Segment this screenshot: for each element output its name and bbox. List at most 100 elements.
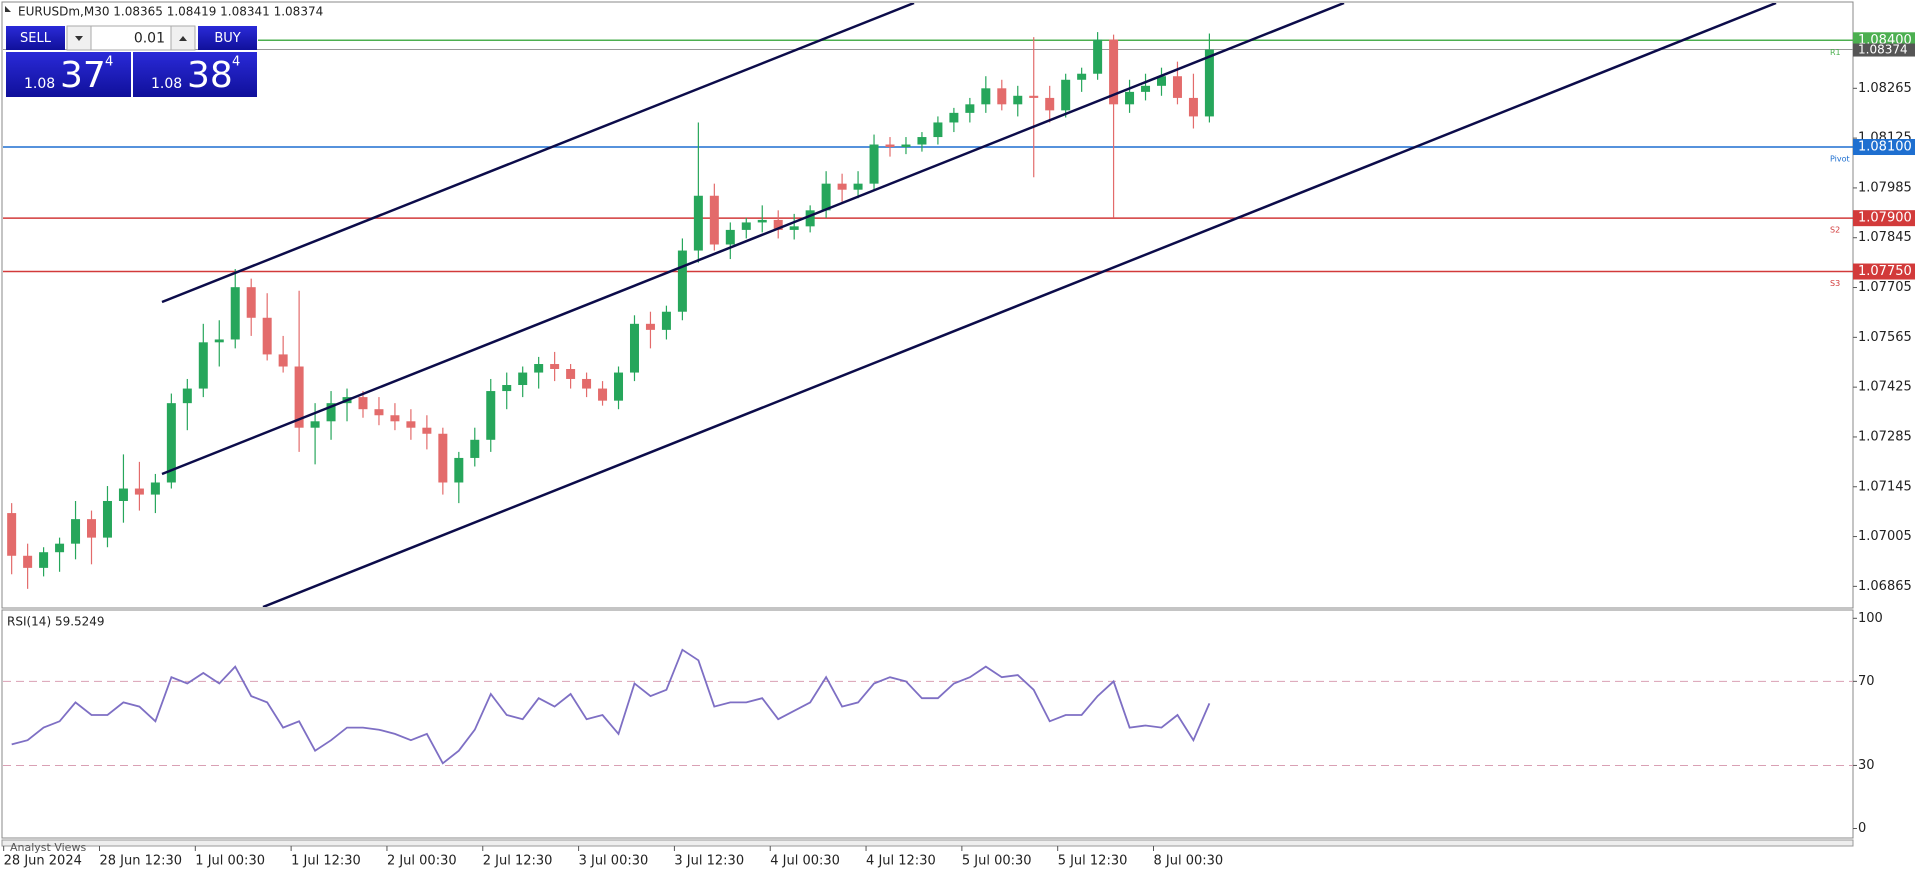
y-tick-label: 1.07285 — [1858, 429, 1912, 444]
candle-body — [965, 104, 975, 113]
candle-body — [566, 369, 576, 379]
candle-body — [629, 323, 639, 373]
level-name: S3 — [1830, 279, 1840, 288]
candle-body — [326, 403, 336, 422]
current-price-box — [1853, 43, 1915, 57]
x-tick-label: 3 Jul 12:30 — [674, 854, 744, 869]
candle-body — [278, 354, 288, 367]
x-tick-label: 1 Jul 00:30 — [195, 854, 265, 869]
rsi-tick-label: 70 — [1858, 674, 1875, 689]
trade-panel: SELL 0.01 BUY 1.08 37 4 1.08 38 4 — [6, 25, 257, 97]
candle-body — [294, 366, 304, 428]
x-tick-label: 2 Jul 12:30 — [483, 854, 553, 869]
candle-body — [645, 323, 655, 330]
level-name: Pivot — [1830, 155, 1850, 164]
candle-body — [454, 457, 464, 483]
channel-middle — [161, 3, 1345, 476]
candle-body — [470, 439, 480, 458]
channel-lower — [262, 3, 1777, 607]
candle-body — [246, 287, 256, 318]
rsi-title: RSI(14) 59.5249 — [7, 615, 105, 629]
candle-body — [677, 250, 687, 312]
x-tick-label: 4 Jul 00:30 — [770, 854, 840, 869]
x-tick-label: 8 Jul 00:30 — [1154, 854, 1224, 869]
candle-body — [262, 317, 272, 355]
x-tick-label: 4 Jul 12:30 — [866, 854, 936, 869]
bid-big: 1.08 — [24, 76, 55, 92]
y-tick-label: 1.06865 — [1858, 579, 1912, 594]
candle-body — [598, 388, 608, 401]
analyst-tab[interactable]: Analyst Views — [10, 841, 86, 854]
candle-body — [709, 195, 719, 245]
candle-body — [118, 488, 128, 501]
candle-body — [214, 339, 224, 343]
level-label: 1.07750 — [1858, 264, 1912, 279]
rsi-tick-label: 0 — [1858, 821, 1866, 836]
candle-body — [1061, 79, 1071, 111]
candle-body — [102, 500, 112, 538]
lot-value: 0.01 — [134, 31, 165, 47]
candle-body — [310, 421, 320, 428]
candle-body — [821, 183, 831, 211]
level-label: 1.08100 — [1858, 140, 1912, 155]
candle-body — [1125, 91, 1135, 105]
candle-body — [837, 183, 847, 190]
y-tick-label: 1.07425 — [1858, 380, 1912, 395]
bid-box[interactable] — [6, 52, 131, 97]
candle-body — [374, 409, 384, 416]
candle-body — [39, 552, 49, 568]
candle-body — [1204, 49, 1214, 117]
candle-body — [1045, 97, 1055, 111]
rsi-tick-label: 30 — [1858, 758, 1875, 773]
rsi-panel-frame — [1, 609, 1854, 839]
x-tick-label: 5 Jul 00:30 — [962, 854, 1032, 869]
candle-body — [438, 433, 448, 483]
scroll-bar — [1, 839, 1854, 847]
candle-body — [1141, 85, 1151, 92]
candle-body — [933, 122, 943, 138]
ask-box[interactable] — [133, 52, 257, 97]
symbol-icon — [5, 6, 11, 12]
candle-body — [55, 543, 65, 553]
candle-body — [7, 513, 17, 556]
candle-body — [789, 226, 799, 230]
level-label-box — [1853, 210, 1915, 227]
candle-body — [406, 421, 416, 428]
level-name: R1 — [1830, 48, 1841, 57]
current-price-label: 1.08374 — [1858, 43, 1908, 57]
candle-body — [534, 364, 544, 373]
x-tick-label: 1 Jul 12:30 — [291, 854, 361, 869]
y-tick-label: 1.08265 — [1858, 81, 1912, 96]
candle-body — [1156, 76, 1166, 86]
candle-body — [853, 183, 863, 190]
rsi-tick-label: 100 — [1858, 611, 1883, 626]
candle-body — [518, 372, 528, 386]
sell-button[interactable] — [6, 26, 65, 50]
y-tick-label: 1.07705 — [1858, 280, 1912, 295]
candle-body — [134, 488, 144, 495]
candle-body — [71, 519, 81, 544]
y-tick-label: 1.07565 — [1858, 330, 1912, 345]
candle-body — [757, 219, 767, 223]
candle-body — [1029, 95, 1039, 98]
candle-body — [661, 311, 671, 330]
candle-body — [885, 144, 895, 148]
buy-label: BUY — [214, 31, 240, 46]
lot-up-icon — [179, 36, 187, 41]
candle-body — [917, 137, 927, 145]
candle-body — [1077, 73, 1087, 80]
candle-body — [550, 364, 560, 370]
level-label-box — [1853, 139, 1915, 156]
candle-body — [693, 195, 703, 251]
candle-body — [997, 88, 1007, 105]
buy-button[interactable] — [198, 26, 257, 50]
candle-body — [582, 378, 592, 389]
bid-digits: 37 — [60, 55, 106, 96]
candle-body — [901, 144, 911, 148]
candle-body — [1188, 97, 1198, 117]
candle-body — [87, 519, 97, 538]
candle-body — [1109, 39, 1119, 105]
y-tick-label: 1.07845 — [1858, 230, 1912, 245]
candles-layer — [7, 32, 1214, 765]
